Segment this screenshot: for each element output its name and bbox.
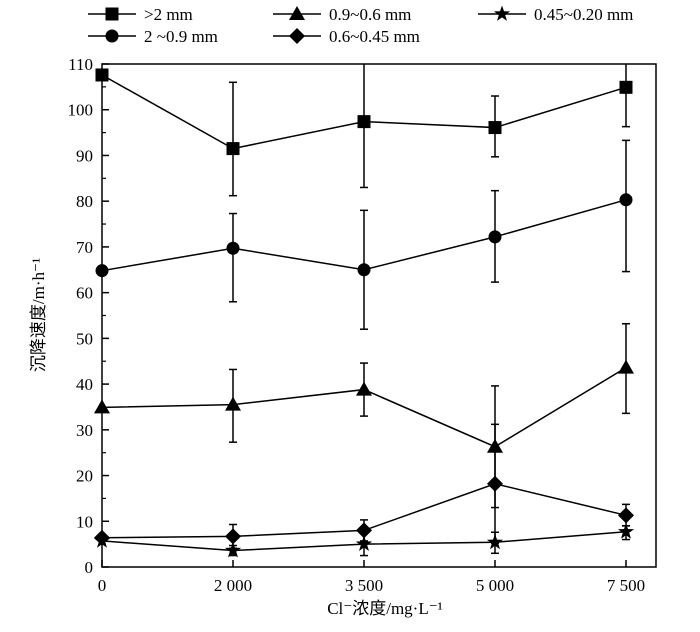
y-tick-label: 0 <box>85 558 94 577</box>
y-tick-label: 70 <box>76 238 93 257</box>
circle-marker <box>226 241 240 255</box>
triangle-marker <box>618 359 634 374</box>
circle-marker <box>357 263 371 277</box>
triangle-marker <box>289 6 305 20</box>
diamond-marker <box>618 507 634 524</box>
diamond-marker <box>289 28 305 44</box>
y-tick-label: 10 <box>76 512 93 531</box>
star-marker <box>93 532 111 548</box>
plot-frame <box>101 63 657 568</box>
y-tick-label: 100 <box>68 101 94 120</box>
y-tick-label: 60 <box>76 284 93 303</box>
axes: 0 10 20 30 40 50 60 70 80 90 100 110 0 2 000 3 500 5 00… <box>68 55 646 595</box>
series-circle <box>95 139 633 330</box>
legend: >2 mm 0.9~0.6 mm 0.45~0.20 mm 2 ~0.9 mm 0.6~… <box>88 5 633 46</box>
square-marker <box>105 7 119 21</box>
legend-item: >2 mm <box>88 5 193 24</box>
square-marker <box>226 142 240 156</box>
square-marker <box>357 115 371 129</box>
circle-marker <box>95 264 109 278</box>
y-tick-label: 20 <box>76 467 93 486</box>
x-tick-label: 3 500 <box>345 576 383 595</box>
circle-marker <box>619 193 633 207</box>
star-marker <box>355 535 373 551</box>
diamond-marker <box>356 522 372 539</box>
triangle-marker <box>94 399 110 414</box>
y-tick-label: 40 <box>76 375 93 394</box>
y-tick-label: 90 <box>76 146 93 165</box>
legend-label: 2 ~0.9 mm <box>144 27 218 46</box>
diamond-marker <box>225 528 241 545</box>
series-triangle <box>94 322 634 509</box>
square-marker <box>95 68 109 82</box>
legend-label: >2 mm <box>144 5 193 24</box>
star-marker <box>224 542 242 558</box>
x-tick-label: 7 500 <box>607 576 645 595</box>
star-marker <box>486 533 504 550</box>
legend-label: 0.9~0.6 mm <box>329 5 411 24</box>
legend-item: 2 ~0.9 mm <box>88 27 218 46</box>
series-star <box>93 523 635 558</box>
legend-item: 0.9~0.6 mm <box>273 5 411 24</box>
square-marker <box>488 121 502 135</box>
y-tick-label: 50 <box>76 329 93 348</box>
series-group <box>93 64 635 558</box>
star-marker <box>617 523 635 539</box>
legend-item: 0.45~0.20 mm <box>478 5 633 24</box>
series-diamond <box>94 423 634 550</box>
triangle-marker <box>356 381 372 396</box>
y-tick-label: 110 <box>68 55 93 74</box>
x-tick-label: 0 <box>98 576 107 595</box>
x-axis-label: Cl⁻浓度/mg·L⁻¹ <box>327 599 443 618</box>
y-tick-label: 80 <box>76 192 93 211</box>
y-axis-label: 沉降速度/m·h⁻¹ <box>29 258 48 372</box>
square-marker <box>619 80 633 94</box>
star-marker <box>493 5 511 21</box>
circle-marker <box>488 230 502 244</box>
diamond-marker <box>487 475 503 492</box>
x-tick-label: 5 000 <box>476 576 514 595</box>
y-tick-label: 30 <box>76 421 93 440</box>
series-square <box>95 64 633 197</box>
legend-item: 0.6~0.45 mm <box>273 27 420 46</box>
circle-marker <box>105 29 119 43</box>
x-tick-label: 2 000 <box>214 576 252 595</box>
triangle-marker <box>225 396 241 411</box>
legend-label: 0.45~0.20 mm <box>534 5 633 24</box>
legend-label: 0.6~0.45 mm <box>329 27 420 46</box>
